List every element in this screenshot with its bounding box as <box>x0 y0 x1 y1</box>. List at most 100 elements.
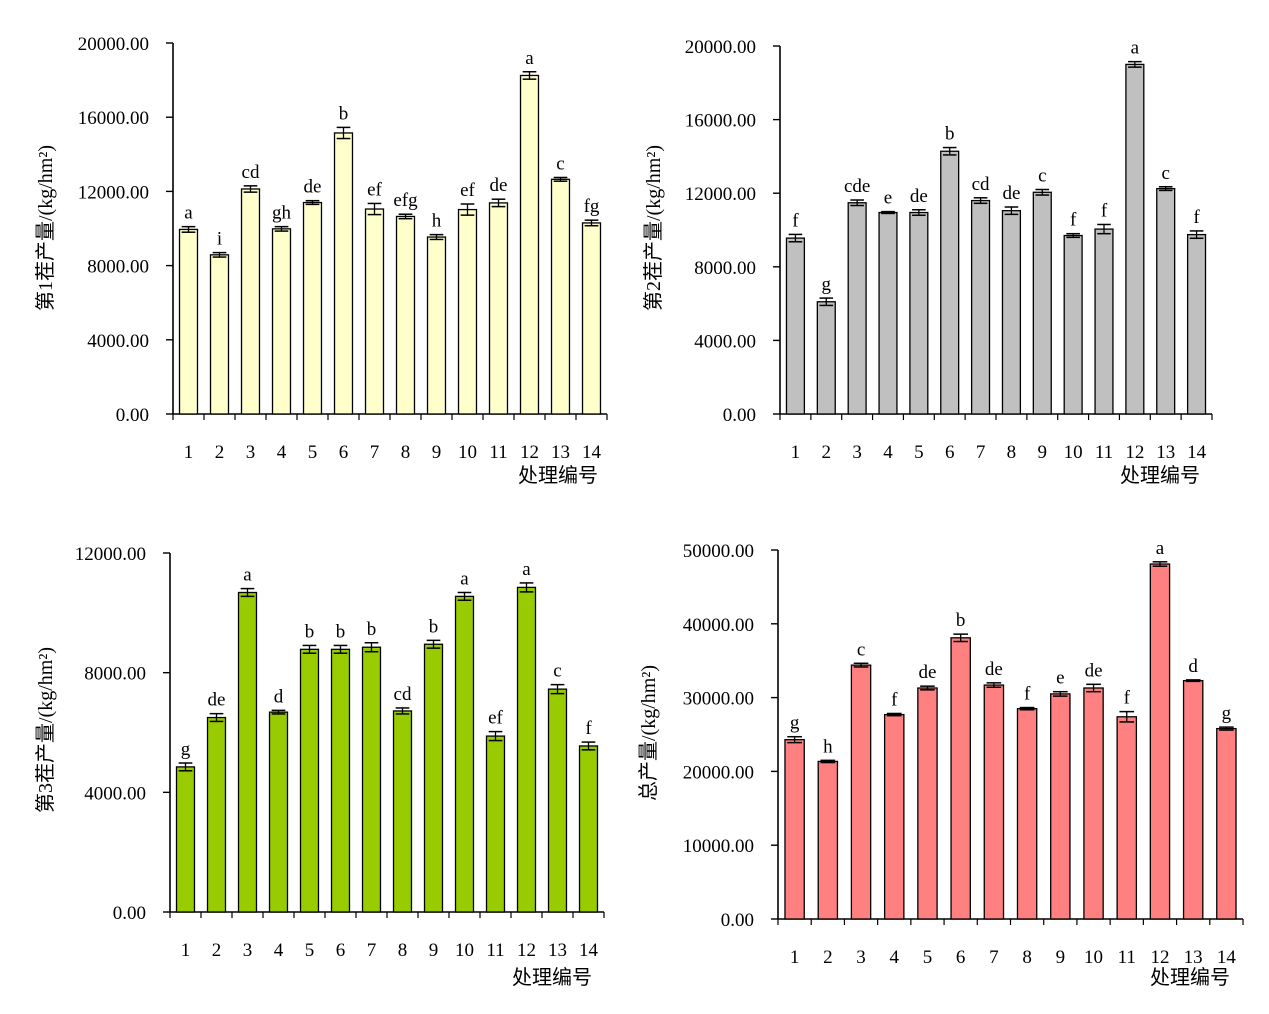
significance-label-7: b <box>367 619 377 640</box>
bar-5 <box>909 211 929 415</box>
significance-label-5: de <box>910 186 928 207</box>
bar-7 <box>983 684 1005 920</box>
y-tick-label: 0.00 <box>113 903 146 924</box>
error-bar-13 <box>1185 679 1201 683</box>
bar-3 <box>847 202 867 415</box>
significance-label-6: b <box>945 124 955 145</box>
y-axis-label: 第1茬产量/(kg/hm²) <box>34 145 57 311</box>
error-bar-4 <box>274 225 289 232</box>
bar-6 <box>950 637 971 920</box>
x-tick-label: 5 <box>305 940 315 961</box>
bar-10 <box>457 208 478 415</box>
significance-label-10: f <box>1070 210 1077 231</box>
bar-13 <box>547 688 568 913</box>
x-tick-label: 3 <box>246 442 256 463</box>
x-tick-label: 11 <box>489 442 507 463</box>
x-tick-label: 8 <box>398 940 408 961</box>
bar-1 <box>784 739 805 920</box>
chart-panel-1: 0.00 4000.00 8000.00 12000.00 16000.00 20000.… <box>34 34 608 487</box>
significance-label-12: a <box>1131 38 1140 59</box>
x-tick-label: 14 <box>582 442 602 463</box>
error-bar-13 <box>553 176 568 182</box>
significance-label-4: e <box>884 188 892 209</box>
significance-label-13: c <box>553 661 561 682</box>
x-tick-label: 11 <box>1095 442 1113 463</box>
chart-panel-3: 0.00 4000.00 8000.00 12000.00 g 1 de 2 a 3 d 4 b 5 b 6 b… <box>34 544 605 989</box>
error-bar-2 <box>819 297 834 307</box>
x-tick-label: 9 <box>432 442 442 463</box>
y-axis-label: 总产量/(kg/hm²) <box>637 665 660 801</box>
x-tick-label: 9 <box>1038 442 1048 463</box>
x-axis-label: 处理编号 <box>518 464 598 487</box>
error-bar-14 <box>581 741 596 751</box>
error-bar-1 <box>181 225 196 233</box>
x-tick-label: 9 <box>429 940 439 961</box>
bar-4 <box>268 711 289 913</box>
error-bar-11 <box>491 198 506 208</box>
bar-2 <box>817 760 839 920</box>
bar-1 <box>178 228 199 415</box>
significance-label-7: ef <box>367 179 382 200</box>
chart-panel-4: 0.00 10000.00 20000.00 30000.00 40000.00 5000… <box>637 538 1244 989</box>
error-bar-9 <box>1053 690 1068 697</box>
error-bar-9 <box>426 639 441 649</box>
bar-13 <box>550 178 571 415</box>
bar-8 <box>1001 210 1022 415</box>
error-bar-12 <box>522 71 537 80</box>
bar-11 <box>488 202 509 415</box>
error-bar-10 <box>457 591 472 602</box>
x-tick-label: 2 <box>823 947 833 968</box>
y-tick-label: 4000.00 <box>87 331 149 352</box>
x-tick-label: 4 <box>277 442 287 463</box>
bar-2 <box>206 716 227 913</box>
error-bar-13 <box>1158 186 1173 192</box>
significance-label-9: e <box>1056 668 1064 689</box>
error-bar-8 <box>395 707 410 715</box>
x-tick-label: 5 <box>914 442 924 463</box>
significance-label-1: a <box>184 203 193 224</box>
error-bar-14 <box>1189 230 1204 240</box>
significance-label-2: h <box>823 736 833 757</box>
y-tick-label: 4000.00 <box>694 331 756 352</box>
error-bar-10 <box>1066 232 1080 239</box>
significance-label-11: ef <box>488 708 503 729</box>
error-bar-2 <box>820 759 836 764</box>
y-tick-label: 50000.00 <box>683 541 754 562</box>
significance-label-5: de <box>918 662 936 683</box>
bar-14 <box>578 745 599 913</box>
bar-12 <box>519 74 540 415</box>
error-bar-7 <box>986 682 1002 689</box>
error-bar-3 <box>853 662 869 668</box>
bar-8 <box>392 710 413 913</box>
bar-11 <box>1094 228 1114 415</box>
significance-label-3: cd <box>242 162 260 183</box>
x-axis-label: 处理编号 <box>1120 464 1200 487</box>
bar-7 <box>361 646 382 913</box>
significance-label-1: g <box>790 713 800 734</box>
error-bar-11 <box>1119 710 1135 723</box>
error-bar-1 <box>178 762 193 772</box>
y-tick-label: 8000.00 <box>84 664 146 685</box>
x-tick-label: 7 <box>989 947 999 968</box>
significance-label-3: a <box>243 565 252 586</box>
significance-label-6: b <box>339 103 349 124</box>
bar-4 <box>271 228 292 415</box>
significance-label-3: cde <box>844 176 870 197</box>
bar-2 <box>816 301 836 415</box>
x-tick-label: 12 <box>517 940 536 961</box>
x-tick-label: 5 <box>923 947 933 968</box>
x-tick-label: 8 <box>1007 442 1017 463</box>
significance-label-7: cd <box>972 174 990 195</box>
bar-6 <box>940 150 960 415</box>
bar-14 <box>1216 727 1237 920</box>
error-bar-6 <box>942 146 957 156</box>
x-tick-label: 12 <box>1150 947 1169 968</box>
y-tick-label: 16000.00 <box>685 111 756 132</box>
x-tick-label: 13 <box>1184 947 1203 968</box>
y-tick-label: 10000.00 <box>683 836 754 857</box>
x-tick-label: 7 <box>370 442 380 463</box>
error-bar-4 <box>886 712 902 717</box>
error-bar-4 <box>881 210 895 215</box>
significance-label-2: i <box>217 229 222 250</box>
